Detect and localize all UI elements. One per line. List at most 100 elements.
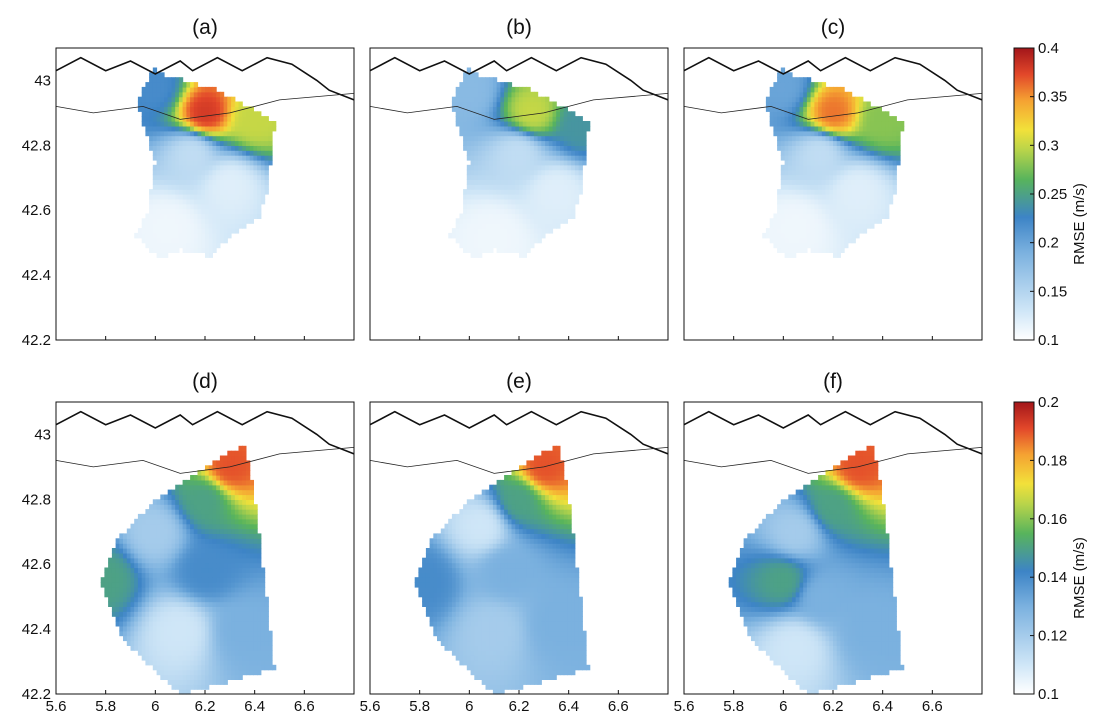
heatmap-cell xyxy=(186,509,191,515)
heatmap-cell xyxy=(504,189,509,195)
heatmap-cell xyxy=(481,169,486,176)
heatmap-cell xyxy=(803,213,808,219)
heatmap-cell xyxy=(885,208,890,215)
heatmap-cell xyxy=(792,184,797,190)
heatmap-cell xyxy=(242,179,247,185)
heatmap-cell xyxy=(556,169,561,176)
heatmap-cell xyxy=(149,616,154,622)
heatmap-cell xyxy=(182,669,187,676)
heatmap-cell xyxy=(519,145,524,151)
heatmap-cell xyxy=(208,232,213,239)
heatmap-cell xyxy=(219,577,225,583)
heatmap-cell xyxy=(507,145,513,151)
heatmap-cell xyxy=(119,567,124,573)
heatmap-cell xyxy=(511,213,516,219)
heatmap-cell xyxy=(780,91,786,98)
heatmap-cell xyxy=(478,189,483,195)
heatmap-cell xyxy=(437,621,442,627)
heatmap-cell xyxy=(223,606,228,612)
heatmap-cell xyxy=(885,164,890,171)
heatmap-cell xyxy=(234,194,240,200)
heatmap-cell xyxy=(455,640,460,646)
heatmap-cell xyxy=(788,218,793,224)
heatmap-cell xyxy=(582,130,587,137)
heatmap-cell xyxy=(208,218,213,224)
heatmap-cell xyxy=(874,184,879,190)
heatmap-cell xyxy=(190,145,195,151)
heatmap-cell xyxy=(257,538,262,544)
heatmap-cell xyxy=(877,121,882,127)
heatmap-cell xyxy=(231,198,236,205)
heatmap-cell xyxy=(231,475,236,481)
heatmap-cell xyxy=(152,86,158,93)
heatmap-cell xyxy=(137,538,143,544)
heatmap-cell xyxy=(119,630,124,637)
heatmap-cell xyxy=(489,198,494,205)
heatmap-cell xyxy=(186,552,191,559)
heatmap-cell xyxy=(164,655,169,661)
heatmap-cell xyxy=(152,208,158,215)
heatmap-cell xyxy=(171,135,176,142)
heatmap-cell xyxy=(260,164,266,171)
heatmap-cell xyxy=(264,159,269,166)
heatmap-cell xyxy=(515,203,520,210)
heatmap-cell xyxy=(507,174,513,180)
heatmap-cell xyxy=(178,91,184,98)
heatmap-cell xyxy=(429,591,434,598)
heatmap-cell xyxy=(249,635,254,642)
heatmap-cell xyxy=(515,213,520,219)
heatmap-cell xyxy=(799,189,804,195)
heatmap-cell xyxy=(231,504,236,510)
heatmap-cell xyxy=(137,228,143,234)
heatmap-cell xyxy=(197,504,202,510)
heatmap-cell xyxy=(238,125,243,132)
heatmap-cell xyxy=(208,465,213,471)
heatmap-cell xyxy=(212,625,217,632)
heatmap-cell xyxy=(821,184,827,190)
heatmap-cell xyxy=(862,174,868,180)
heatmap-cell xyxy=(190,659,195,666)
heatmap-cell xyxy=(212,523,217,530)
heatmap-cell xyxy=(175,543,180,549)
heatmap-cell xyxy=(515,159,520,166)
heatmap-cell xyxy=(268,159,273,166)
heatmap-cell xyxy=(829,208,834,215)
heatmap-cell xyxy=(806,145,812,151)
heatmap-cell xyxy=(160,591,165,598)
heatmap-cell xyxy=(814,242,819,249)
heatmap-cell xyxy=(492,135,498,142)
heatmap-cell xyxy=(825,125,830,132)
heatmap-cell xyxy=(829,237,834,244)
heatmap-cell xyxy=(548,218,554,224)
heatmap-cell xyxy=(859,106,864,112)
heatmap-cell xyxy=(175,184,180,190)
heatmap-cell xyxy=(219,562,225,569)
heatmap-cell xyxy=(193,621,199,627)
heatmap-cell xyxy=(231,228,236,234)
heatmap-cell xyxy=(859,194,864,200)
heatmap-cell xyxy=(530,232,535,239)
heatmap-cell xyxy=(160,106,165,112)
heatmap-cell xyxy=(223,135,228,142)
heatmap-cell xyxy=(242,509,247,515)
heatmap-cell xyxy=(463,232,468,239)
heatmap-cell xyxy=(231,606,236,612)
heatmap-cell xyxy=(190,479,195,486)
heatmap-cell xyxy=(814,184,819,190)
heatmap-cell xyxy=(862,189,868,195)
heatmap-cell xyxy=(519,101,524,107)
heatmap-cell xyxy=(134,577,139,583)
heatmap-cell xyxy=(567,194,572,200)
heatmap-cell xyxy=(141,635,146,642)
heatmap-cell xyxy=(448,625,453,632)
heatmap-cell xyxy=(197,518,202,525)
heatmap-cell xyxy=(246,489,251,496)
heatmap-cell xyxy=(156,106,161,112)
heatmap-cell xyxy=(216,518,221,525)
heatmap-cell xyxy=(470,106,475,112)
heatmap-cell xyxy=(201,135,206,142)
heatmap-cell xyxy=(519,159,524,166)
heatmap-cell xyxy=(496,86,501,93)
heatmap-cell xyxy=(201,528,206,534)
heatmap-cell xyxy=(260,159,266,166)
